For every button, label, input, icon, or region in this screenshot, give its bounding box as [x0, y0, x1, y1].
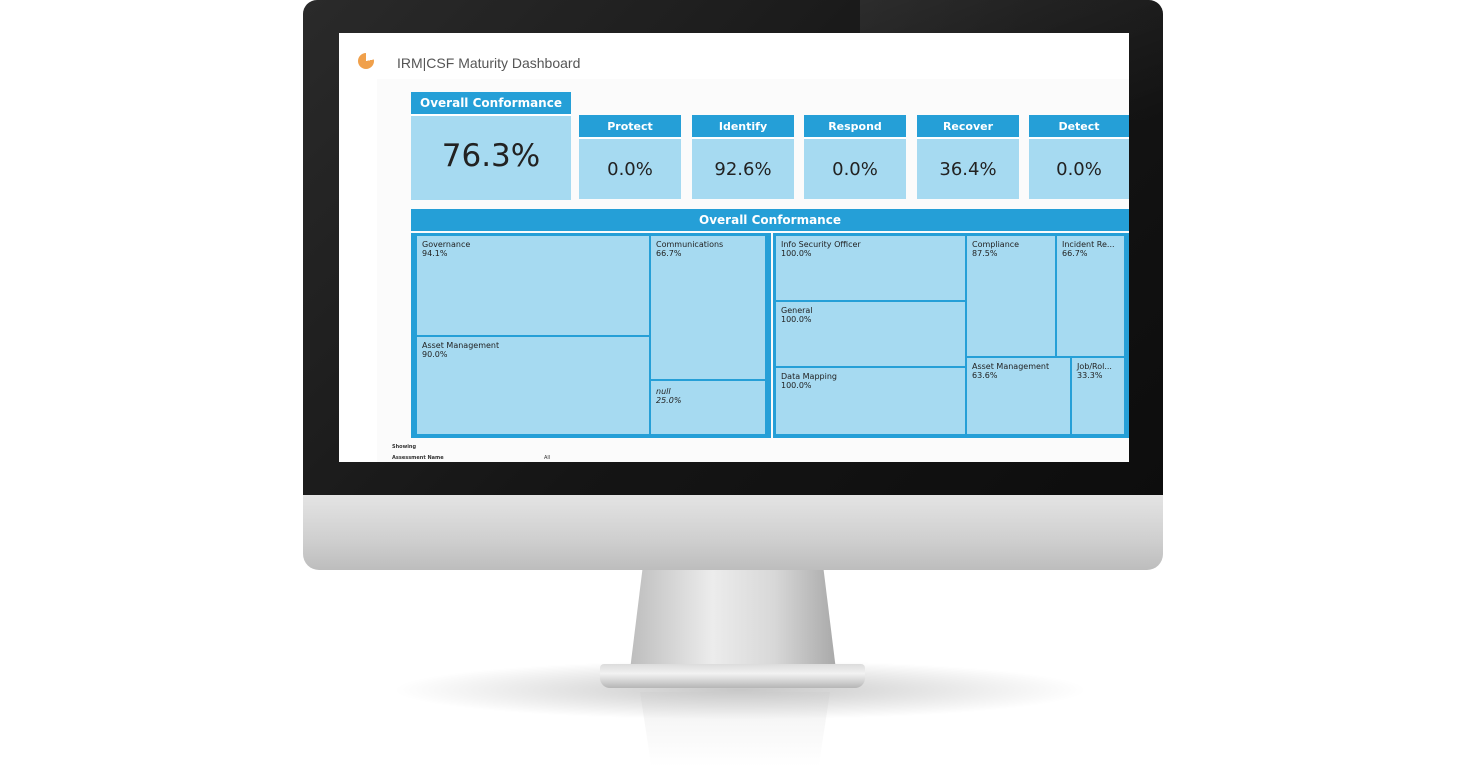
- treemap-cell[interactable]: Info Security Officer 100.0%: [776, 236, 965, 300]
- recover-label: Recover: [917, 115, 1019, 139]
- detect-label: Detect: [1029, 115, 1129, 139]
- treemap-cell[interactable]: Compliance 87.5%: [967, 236, 1055, 356]
- pie-chart-icon: [358, 53, 374, 69]
- treemap-left-panel: Governance 94.1% Asset Management 90.0% …: [411, 233, 771, 438]
- cell-name: Data Mapping: [781, 372, 837, 381]
- dashboard-title: IRM|CSF Maturity Dashboard: [397, 55, 581, 71]
- cell-value: 66.7%: [656, 249, 682, 258]
- treemap-cell[interactable]: General 100.0%: [776, 302, 965, 366]
- cell-value: 100.0%: [781, 381, 812, 390]
- treemap-right-panel: Info Security Officer 100.0% General 100…: [773, 233, 1129, 438]
- filter-showing-label: Showing: [392, 444, 417, 450]
- cell-name: General: [781, 306, 813, 315]
- treemap-cell[interactable]: Job/Rol... 33.3%: [1072, 358, 1124, 434]
- treemap-cell[interactable]: Communications 66.7%: [651, 236, 765, 379]
- cell-name: Info Security Officer: [781, 240, 861, 249]
- protect-label: Protect: [579, 115, 681, 139]
- overall-conformance-card[interactable]: Overall Conformance 76.3%: [411, 92, 571, 200]
- stand-reflection: [640, 692, 830, 767]
- cell-name: Asset Management: [972, 362, 1050, 371]
- identify-card[interactable]: Identify 92.6%: [692, 115, 794, 199]
- identify-label: Identify: [692, 115, 794, 139]
- treemap-cell[interactable]: Asset Management 90.0%: [417, 337, 649, 434]
- treemap-cell[interactable]: Incident Re... 66.7%: [1057, 236, 1124, 356]
- overall-conformance-value: 76.3%: [441, 138, 541, 174]
- identify-value: 92.6%: [714, 159, 772, 180]
- dashboard-screen: IRM|CSF Maturity Dashboard Overall Confo…: [339, 33, 1129, 462]
- cell-value: 33.3%: [1077, 371, 1103, 380]
- cell-name: null: [656, 387, 671, 396]
- respond-value: 0.0%: [832, 159, 878, 180]
- filter-assessment-value[interactable]: All: [544, 455, 551, 461]
- detect-card[interactable]: Detect 0.0%: [1029, 115, 1129, 199]
- respond-card[interactable]: Respond 0.0%: [804, 115, 906, 199]
- overall-conformance-label: Overall Conformance: [411, 92, 571, 116]
- protect-card[interactable]: Protect 0.0%: [579, 115, 681, 199]
- monitor-stand: [630, 570, 836, 670]
- cell-value: 94.1%: [422, 249, 448, 258]
- respond-label: Respond: [804, 115, 906, 139]
- cell-value: 25.0%: [656, 396, 682, 405]
- treemap-cell[interactable]: Data Mapping 100.0%: [776, 368, 965, 434]
- cell-value: 90.0%: [422, 350, 448, 359]
- recover-card[interactable]: Recover 36.4%: [917, 115, 1019, 199]
- cell-value: 100.0%: [781, 249, 812, 258]
- cell-name: Asset Management: [422, 341, 500, 350]
- treemap-cell[interactable]: null 25.0%: [651, 381, 765, 434]
- cell-name: Compliance: [972, 240, 1020, 249]
- cell-value: 66.7%: [1062, 249, 1088, 258]
- cell-value: 87.5%: [972, 249, 998, 258]
- monitor-base: [600, 664, 865, 688]
- cell-name: Governance: [422, 240, 471, 249]
- dashboard-header: IRM|CSF Maturity Dashboard: [339, 33, 1129, 79]
- filter-assessment-label: Assessment Name: [392, 455, 444, 461]
- cell-value: 63.6%: [972, 371, 998, 380]
- protect-value: 0.0%: [607, 159, 653, 180]
- cell-name: Communications: [656, 240, 724, 249]
- treemap-cell[interactable]: Asset Management 63.6%: [967, 358, 1070, 434]
- detect-value: 0.0%: [1056, 159, 1102, 180]
- cell-name: Incident Re...: [1062, 240, 1115, 249]
- treemap-cell[interactable]: Governance 94.1%: [417, 236, 649, 335]
- cell-value: 100.0%: [781, 315, 812, 324]
- recover-value: 36.4%: [939, 159, 997, 180]
- treemap-title: Overall Conformance: [411, 209, 1129, 231]
- monitor-chin: [303, 495, 1163, 570]
- cell-name: Job/Rol...: [1077, 362, 1112, 371]
